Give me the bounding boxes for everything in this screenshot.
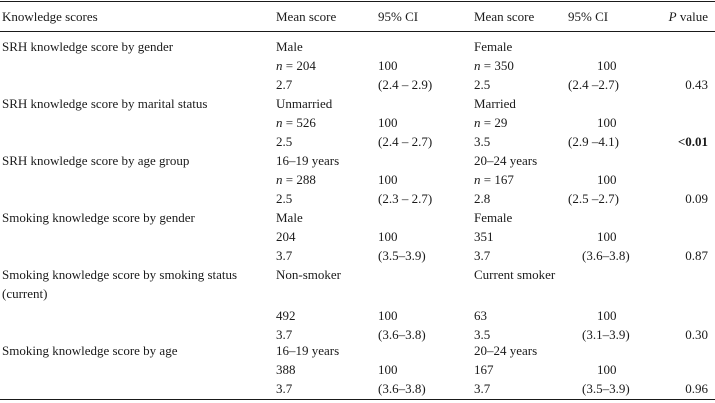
row-label-srh-age: SRH knowledge score by age group (2, 153, 190, 168)
group1-name: Male (276, 210, 303, 225)
header-p-italic: P (668, 9, 677, 24)
group2-n: n = 167 (474, 170, 514, 189)
group2-ci: (3.1–3.9) (582, 327, 630, 342)
header-ci-1: 95% CI (378, 9, 419, 24)
header-ci-2: 95% CI (568, 9, 609, 24)
group2-ci: (3.6–3.8) (582, 248, 630, 263)
header-knowledge-scores: Knowledge scores (2, 9, 98, 24)
group1-n: 204 (276, 229, 296, 244)
group1-ci: (3.6–3.8) (378, 381, 426, 396)
n-value: = 204 (282, 58, 316, 73)
group1-percent: 100 (378, 229, 398, 244)
group2-ci: (2.4 –2.7) (568, 77, 619, 92)
group1-name: 16–19 years (276, 343, 340, 358)
group2-name: Married (474, 96, 516, 111)
group2-name: Female (474, 210, 513, 225)
n-italic: n (276, 115, 283, 130)
group2-n: 63 (474, 308, 487, 323)
group1-n: 388 (276, 362, 296, 377)
p-value: 0.09 (685, 191, 708, 206)
group1-mean: 3.7 (276, 327, 293, 342)
header-p-value: P value (669, 7, 708, 26)
group1-ci: (2.3 – 2.7) (378, 191, 433, 206)
group2-percent: 100 (597, 308, 617, 323)
group1-percent: 100 (378, 172, 398, 187)
group1-mean: 2.5 (276, 191, 293, 206)
row-label-smoking-age: Smoking knowledge score by age (2, 343, 178, 358)
n-italic: n (474, 115, 481, 130)
n-value: = 167 (480, 172, 514, 187)
p-value: 0.30 (685, 327, 708, 342)
table-top-rule (0, 1, 715, 2)
group1-name: 16–19 years (276, 153, 340, 168)
group1-n: n = 204 (276, 56, 316, 75)
header-p-rest: value (676, 9, 708, 24)
n-italic: n (474, 172, 481, 187)
group1-percent: 100 (378, 308, 398, 323)
group1-ci: (3.5–3.9) (378, 248, 426, 263)
group1-ci: (3.6–3.8) (378, 327, 426, 342)
group1-percent: 100 (378, 362, 398, 377)
p-value-significant: <0.01 (677, 134, 708, 149)
row-label-srh-marital: SRH knowledge score by marital status (2, 96, 208, 111)
header-mean-score-2: Mean score (474, 9, 535, 24)
table-bottom-rule (0, 399, 715, 400)
group2-mean: 3.5 (474, 134, 491, 149)
group1-percent: 100 (378, 58, 398, 73)
p-value: 0.96 (685, 381, 708, 396)
n-italic: n (276, 58, 283, 73)
group1-mean: 2.7 (276, 77, 293, 92)
group2-percent: 100 (597, 115, 617, 130)
group2-name: Current smoker (474, 267, 556, 282)
group1-n: 492 (276, 308, 296, 323)
group1-ci: (2.4 – 2.9) (378, 77, 433, 92)
group1-n: n = 526 (276, 113, 316, 132)
group2-name: 20–24 years (474, 153, 538, 168)
group2-n: 351 (474, 229, 494, 244)
group2-ci: (2.9 –4.1) (568, 134, 619, 149)
group2-name: 20–24 years (474, 343, 538, 358)
row-label-srh-gender: SRH knowledge score by gender (2, 39, 174, 54)
n-value: = 29 (480, 115, 508, 130)
group2-mean: 3.7 (474, 381, 491, 396)
group2-mean: 2.5 (474, 77, 491, 92)
group2-n: n = 350 (474, 56, 514, 75)
group2-name: Female (474, 39, 513, 54)
group2-ci: (2.5 –2.7) (568, 191, 619, 206)
n-value: = 526 (282, 115, 316, 130)
row-label-smoking-status: Smoking knowledge score by smoking statu… (2, 267, 238, 301)
p-value: 0.87 (685, 248, 708, 263)
group1-mean: 3.7 (276, 248, 293, 263)
group2-mean: 3.5 (474, 327, 491, 342)
group1-name: Unmarried (276, 96, 333, 111)
group1-name: Male (276, 39, 303, 54)
header-mean-score-1: Mean score (276, 9, 337, 24)
group1-n: n = 288 (276, 170, 316, 189)
group1-mean: 3.7 (276, 381, 293, 396)
group1-mean: 2.5 (276, 134, 293, 149)
n-value: = 288 (282, 172, 316, 187)
n-italic: n (474, 58, 481, 73)
group2-mean: 3.7 (474, 248, 491, 263)
group2-percent: 100 (597, 229, 617, 244)
n-italic: n (276, 172, 283, 187)
table-header-rule (0, 31, 715, 32)
group2-n: 167 (474, 362, 494, 377)
n-value: = 350 (480, 58, 514, 73)
group2-percent: 100 (597, 172, 617, 187)
group2-ci: (3.5–3.9) (582, 381, 630, 396)
group2-percent: 100 (597, 362, 617, 377)
group2-n: n = 29 (474, 113, 507, 132)
group1-ci: (2.4 – 2.7) (378, 134, 433, 149)
row-label-smoking-gender: Smoking knowledge score by gender (2, 210, 195, 225)
group2-mean: 2.8 (474, 191, 491, 206)
p-value: 0.43 (685, 77, 708, 92)
group1-name: Non-smoker (276, 267, 341, 282)
group1-percent: 100 (378, 115, 398, 130)
group2-percent: 100 (597, 58, 617, 73)
